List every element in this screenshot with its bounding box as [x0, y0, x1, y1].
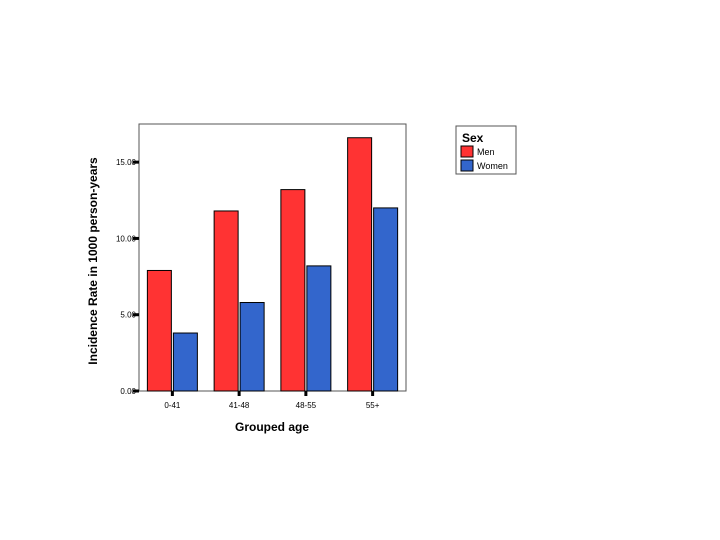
x-axis-title: Grouped age [235, 420, 309, 434]
plot-frame [138, 123, 407, 392]
x-tick-label: 41-48 [229, 401, 250, 410]
legend-swatch-women [460, 159, 474, 172]
x-tick-label: 48-55 [296, 401, 317, 410]
y-tick-label: 0.00 [120, 387, 136, 396]
legend-label-women: Women [477, 161, 508, 171]
bar-men-55+ [347, 137, 373, 392]
y-axis-title: Incidence Rate in 1000 person-years [86, 157, 100, 365]
y-tick-label: 15.00 [116, 158, 137, 167]
legend-label-men: Men [477, 147, 495, 157]
legend: Sex Men Women [455, 125, 517, 175]
legend-swatch-men [460, 145, 474, 158]
bar-men-48-55 [280, 189, 306, 392]
x-tick-label: 55+ [366, 401, 380, 410]
y-tick-label: 10.00 [116, 234, 137, 243]
bar-women-48-55 [306, 265, 332, 392]
plot-area [138, 123, 407, 392]
y-axis: 0.00 5.00 10.00 15.00 [116, 158, 139, 396]
legend-title: Sex [462, 131, 484, 145]
y-tick-label: 5.00 [120, 311, 136, 320]
bar-women-55+ [373, 207, 399, 392]
bar-women-41-48 [239, 302, 265, 392]
x-axis: 0-41 41-48 48-55 55+ [164, 391, 380, 410]
x-tick-label: 0-41 [164, 401, 181, 410]
bar-men-0-41 [146, 269, 172, 392]
bar-women-0-41 [172, 332, 198, 392]
bar-men-41-48 [213, 210, 239, 392]
